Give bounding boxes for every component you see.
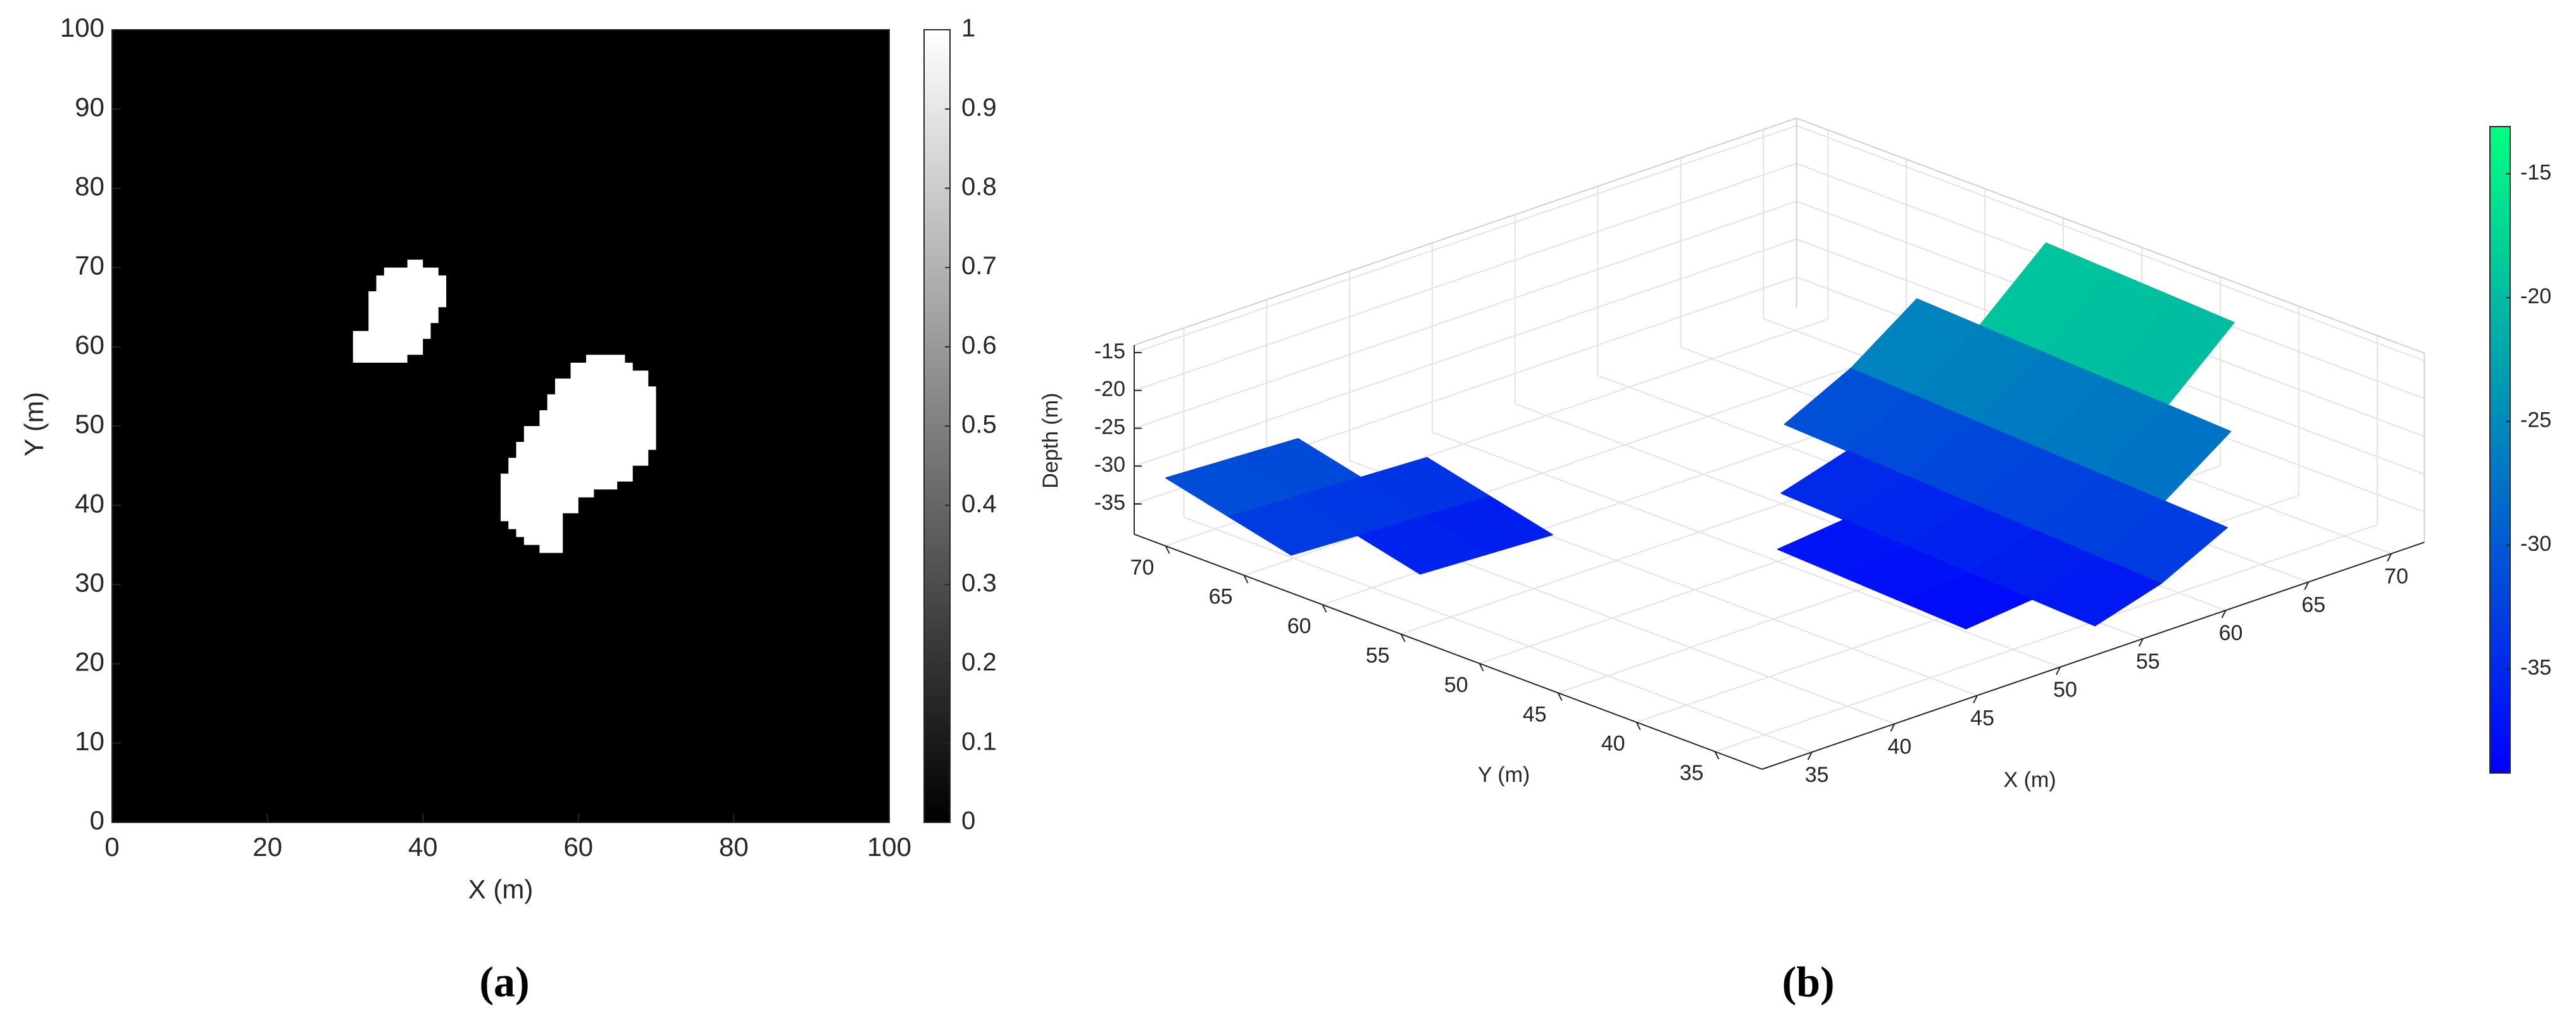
grid-line: [1134, 163, 1797, 391]
x-tick-label: 55: [2136, 650, 2160, 674]
colorbar-tick-label: 0.1: [961, 727, 997, 755]
y-tick-label: 45: [1523, 702, 1547, 726]
x-tick: [2221, 610, 2227, 619]
box-edge: [1134, 117, 1797, 346]
y-tick-label: 60: [75, 330, 104, 360]
x-tick-label: 40: [408, 832, 438, 862]
surface-patch: [2031, 557, 2162, 627]
y-tick-label: 10: [75, 726, 104, 756]
x-tick-label: 50: [2053, 678, 2077, 702]
y-tick-label: 30: [75, 567, 104, 597]
colorbar-tick-label: -15: [2520, 160, 2551, 184]
y-tick: [1243, 575, 1249, 584]
y-tick: [1400, 634, 1406, 643]
colorbar-tick-label: -35: [2520, 656, 2551, 680]
y-tick-label: 55: [1366, 644, 1390, 668]
x-tick-label: 40: [1887, 734, 1911, 758]
z-tick-label: -25: [1094, 415, 1125, 439]
z-tick-label: -20: [1094, 377, 1125, 401]
colorbar-tick-label: -20: [2520, 284, 2551, 308]
y-tick-label: 70: [1130, 555, 1154, 579]
x-tick-label: 100: [867, 832, 911, 862]
grid-line: [1796, 125, 2425, 362]
y-tick-label: 40: [1601, 732, 1625, 756]
x-tick-label: 20: [253, 832, 282, 862]
y-tick-label: 50: [75, 409, 104, 439]
grid-line: [1184, 516, 1812, 753]
grid-line: [1134, 125, 1797, 353]
z-axis-label: Depth (m): [1039, 393, 1063, 488]
x-tick-label: 60: [563, 832, 593, 862]
y-tick: [1557, 692, 1563, 701]
x-tick-label: 35: [1805, 763, 1829, 787]
colorbar-tick-label: 0.4: [961, 490, 997, 518]
y-tick-label: 90: [75, 92, 104, 122]
panel-label: (b): [1782, 958, 1834, 1006]
colorbar-tick-label: 0.3: [961, 569, 997, 597]
y-tick-label: 40: [75, 488, 104, 518]
colorbar-tick-label: -30: [2520, 532, 2551, 556]
y-tick-label: 0: [90, 805, 104, 835]
colorbar-tick-label: 0.9: [961, 94, 997, 122]
z-tick-label: -30: [1094, 453, 1125, 477]
y-tick: [1714, 751, 1720, 760]
mask-region: [353, 260, 447, 363]
y-tick: [1165, 545, 1170, 554]
colorbar-tick-label: 0.6: [961, 331, 997, 359]
y-tick-label: 80: [75, 171, 104, 201]
x-axis-label: X (m): [2003, 768, 2056, 792]
colorbar-tick-label: -25: [2520, 408, 2551, 432]
x-tick-label: 60: [2219, 621, 2243, 645]
y-tick-label: 65: [1209, 585, 1233, 609]
surface-patch: [1903, 572, 2033, 630]
mask-region: [501, 355, 656, 553]
x-axis-line: [1761, 541, 2425, 770]
x-tick-label: 0: [104, 832, 119, 862]
colorbar-tick-label: 0.7: [961, 252, 997, 280]
y-tick-label: 20: [75, 647, 104, 677]
x-axis-label: X (m): [468, 874, 534, 904]
colorbar-tick-label: 0.8: [961, 173, 997, 201]
y-axis-label: Y (m): [19, 392, 49, 456]
grid-line: [1432, 431, 2061, 668]
x-tick: [2138, 638, 2144, 647]
x-tick-label: 70: [2384, 565, 2408, 589]
grid-line: [1715, 524, 2378, 753]
y-axis-label: Y (m): [1478, 763, 1530, 787]
box-edge: [1796, 117, 2425, 354]
x-tick-label: 80: [719, 832, 749, 862]
colorbar-tick-label: 0.2: [961, 648, 997, 676]
y-tick-label: 60: [1287, 614, 1311, 638]
z-tick-label: -35: [1094, 491, 1125, 515]
x-tick: [2387, 553, 2392, 562]
colorbar-tick-label: 0.5: [961, 411, 997, 439]
colorbar-tick-label: 0: [961, 807, 975, 835]
y-tick: [1479, 663, 1484, 672]
x-tick-label: 45: [1970, 707, 1994, 731]
z-tick-label: -15: [1094, 339, 1125, 363]
y-tick-label: 70: [75, 251, 104, 280]
x-tick: [2304, 581, 2310, 590]
y-tick-label: 35: [1680, 761, 1704, 785]
x-tick: [1890, 723, 1896, 732]
panel-label: (a): [479, 958, 529, 1006]
y-axis-line: [1134, 533, 1763, 770]
surface-patch: [1356, 515, 1487, 575]
y-tick: [1635, 722, 1641, 731]
x-tick: [2055, 667, 2061, 676]
colorbar-tick-label: 1: [961, 15, 975, 42]
grid-line: [1134, 201, 1797, 429]
y-tick: [1322, 604, 1327, 613]
x-tick: [1973, 695, 1978, 703]
grid-line: [1134, 238, 1797, 467]
surface-patch: [1228, 496, 1358, 556]
x-tick: [1807, 751, 1813, 760]
x-tick-label: 65: [2301, 593, 2325, 617]
grid-line: [1244, 348, 1907, 576]
colorbar: [2489, 126, 2511, 774]
image-background: [112, 30, 889, 822]
y-tick-label: 100: [60, 13, 104, 42]
y-tick-label: 50: [1444, 673, 1468, 697]
